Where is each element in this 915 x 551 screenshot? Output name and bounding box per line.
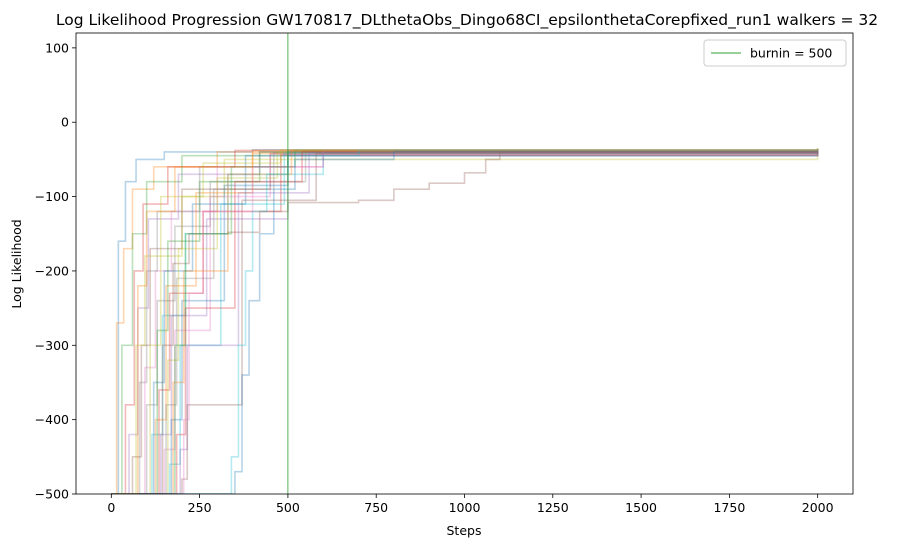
x-axis-label: Steps bbox=[447, 523, 482, 538]
walker-line-26 bbox=[111, 148, 819, 494]
walker-line-15 bbox=[111, 148, 819, 494]
walker-line-2 bbox=[111, 148, 819, 494]
walker-line-7 bbox=[111, 149, 819, 494]
walker-line-24 bbox=[111, 150, 819, 494]
legend: burnin = 500 bbox=[703, 39, 847, 67]
x-tick-label: 1750 bbox=[713, 500, 745, 515]
walker-line-14 bbox=[111, 150, 819, 494]
walker-line-20 bbox=[111, 151, 819, 494]
walker-line-16 bbox=[111, 150, 819, 494]
y-tick-label: 0 bbox=[61, 115, 69, 130]
x-tick-label: 750 bbox=[364, 500, 388, 515]
x-tick-label: 500 bbox=[276, 500, 300, 515]
y-tick-label: −500 bbox=[35, 487, 69, 502]
y-axis: −500 −400 −300 −200 −100 0 100 bbox=[35, 40, 76, 502]
y-tick-label: −100 bbox=[35, 189, 69, 204]
walker-line-32 bbox=[111, 149, 819, 494]
x-axis: 0 250 500 750 1000 1250 1500 1750 2000 bbox=[107, 494, 834, 515]
walker-line-1 bbox=[111, 148, 818, 494]
x-tick-label: 1500 bbox=[625, 500, 657, 515]
chart-title: Log Likelihood Progression GW170817_DLth… bbox=[56, 11, 878, 30]
x-tick-label: 250 bbox=[188, 500, 212, 515]
y-tick-label: −300 bbox=[35, 338, 69, 353]
x-tick-label: 1250 bbox=[537, 500, 569, 515]
walker-line-10 bbox=[111, 150, 819, 494]
walker-line-23 bbox=[111, 148, 819, 494]
walker-line-12 bbox=[111, 151, 819, 494]
walker-line-3 bbox=[111, 148, 819, 494]
walker-line-8 bbox=[111, 148, 819, 494]
y-axis-label: Log Likelihood bbox=[9, 219, 24, 308]
walker-line-4 bbox=[111, 149, 819, 494]
walker-line-13 bbox=[111, 149, 819, 494]
walker-line-25 bbox=[111, 149, 819, 494]
walker-line-19 bbox=[111, 148, 819, 494]
walker-line-9 bbox=[111, 149, 819, 494]
walker-line-5 bbox=[111, 150, 819, 494]
walker-line-30 bbox=[111, 149, 819, 494]
walker-line-18 bbox=[111, 148, 819, 494]
walker-line-22 bbox=[111, 149, 819, 494]
y-tick-label: 100 bbox=[45, 40, 69, 55]
x-tick-label: 2000 bbox=[802, 500, 834, 515]
walker-line-17 bbox=[111, 149, 819, 494]
legend-label-burnin: burnin = 500 bbox=[750, 46, 832, 61]
series-layer bbox=[111, 148, 819, 494]
y-tick-label: −200 bbox=[35, 263, 69, 278]
walker-line-21 bbox=[111, 148, 819, 494]
y-tick-label: −400 bbox=[35, 412, 69, 427]
walker-line-29 bbox=[111, 148, 819, 494]
x-tick-label: 1000 bbox=[449, 500, 481, 515]
x-tick-label: 0 bbox=[107, 500, 115, 515]
walker-line-6 bbox=[111, 148, 819, 494]
walker-line-11 bbox=[111, 148, 819, 494]
walker-line-31 bbox=[111, 150, 819, 494]
walker-line-27 bbox=[111, 149, 819, 494]
legend-box bbox=[703, 39, 847, 67]
